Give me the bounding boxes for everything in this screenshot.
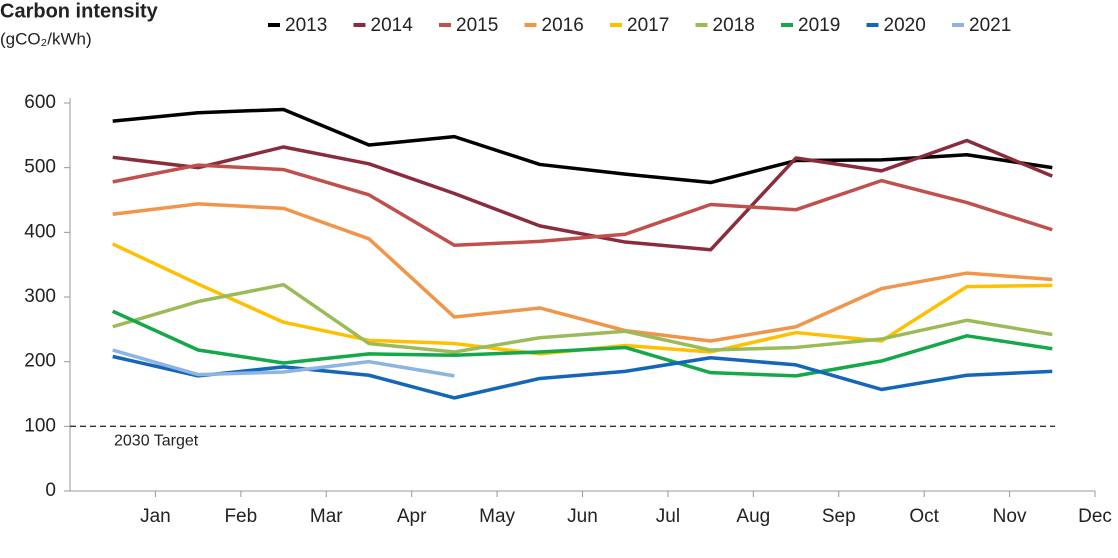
- x-tick-label: Feb: [224, 506, 257, 527]
- series-line: [112, 107, 1053, 185]
- series-line: [112, 282, 1053, 354]
- legend-label: 2017: [627, 15, 669, 36]
- x-tick-label: Nov: [993, 506, 1027, 527]
- y-tick-label: 600: [24, 92, 56, 113]
- x-tick-label: May: [479, 506, 515, 527]
- x-tick-label: Mar: [310, 506, 343, 527]
- series-line: [112, 348, 455, 378]
- x-tick-label: Dec: [1078, 506, 1112, 527]
- series-line: [112, 163, 1053, 248]
- series-line: [112, 354, 1053, 400]
- chart-title: Carbon intensity: [0, 0, 159, 22]
- x-tick-label: Jan: [140, 506, 171, 527]
- target-label: 2030 Target: [114, 433, 199, 450]
- x-tick-label: Aug: [736, 506, 770, 527]
- legend-label: 2013: [285, 15, 327, 36]
- x-tick-label: Sep: [822, 506, 856, 527]
- legend-label: 2020: [884, 15, 926, 36]
- series-line: [111, 309, 1053, 378]
- y-tick-label: 300: [24, 286, 56, 307]
- chart-subtitle: (gCO₂/kWh): [0, 29, 92, 48]
- y-tick-label: 100: [24, 415, 56, 436]
- y-tick-label: 200: [24, 351, 56, 372]
- series-line: [112, 138, 1053, 252]
- x-tick-label: Jul: [656, 506, 680, 527]
- legend-label: 2015: [456, 15, 498, 36]
- legend-label: 2018: [713, 15, 755, 36]
- x-tick-label: Jun: [567, 506, 598, 527]
- x-tick-label: Oct: [909, 506, 939, 527]
- legend-label: 2016: [542, 15, 584, 36]
- series-line: [111, 242, 1053, 356]
- y-tick-label: 400: [24, 221, 56, 242]
- x-tick-label: Apr: [397, 506, 427, 527]
- legend-label: 2021: [969, 15, 1011, 36]
- legend-label: 2014: [371, 15, 414, 36]
- legend-label: 2019: [798, 15, 840, 36]
- y-tick-label: 0: [45, 480, 56, 501]
- y-tick-label: 500: [24, 157, 56, 178]
- series-line: [112, 202, 1053, 343]
